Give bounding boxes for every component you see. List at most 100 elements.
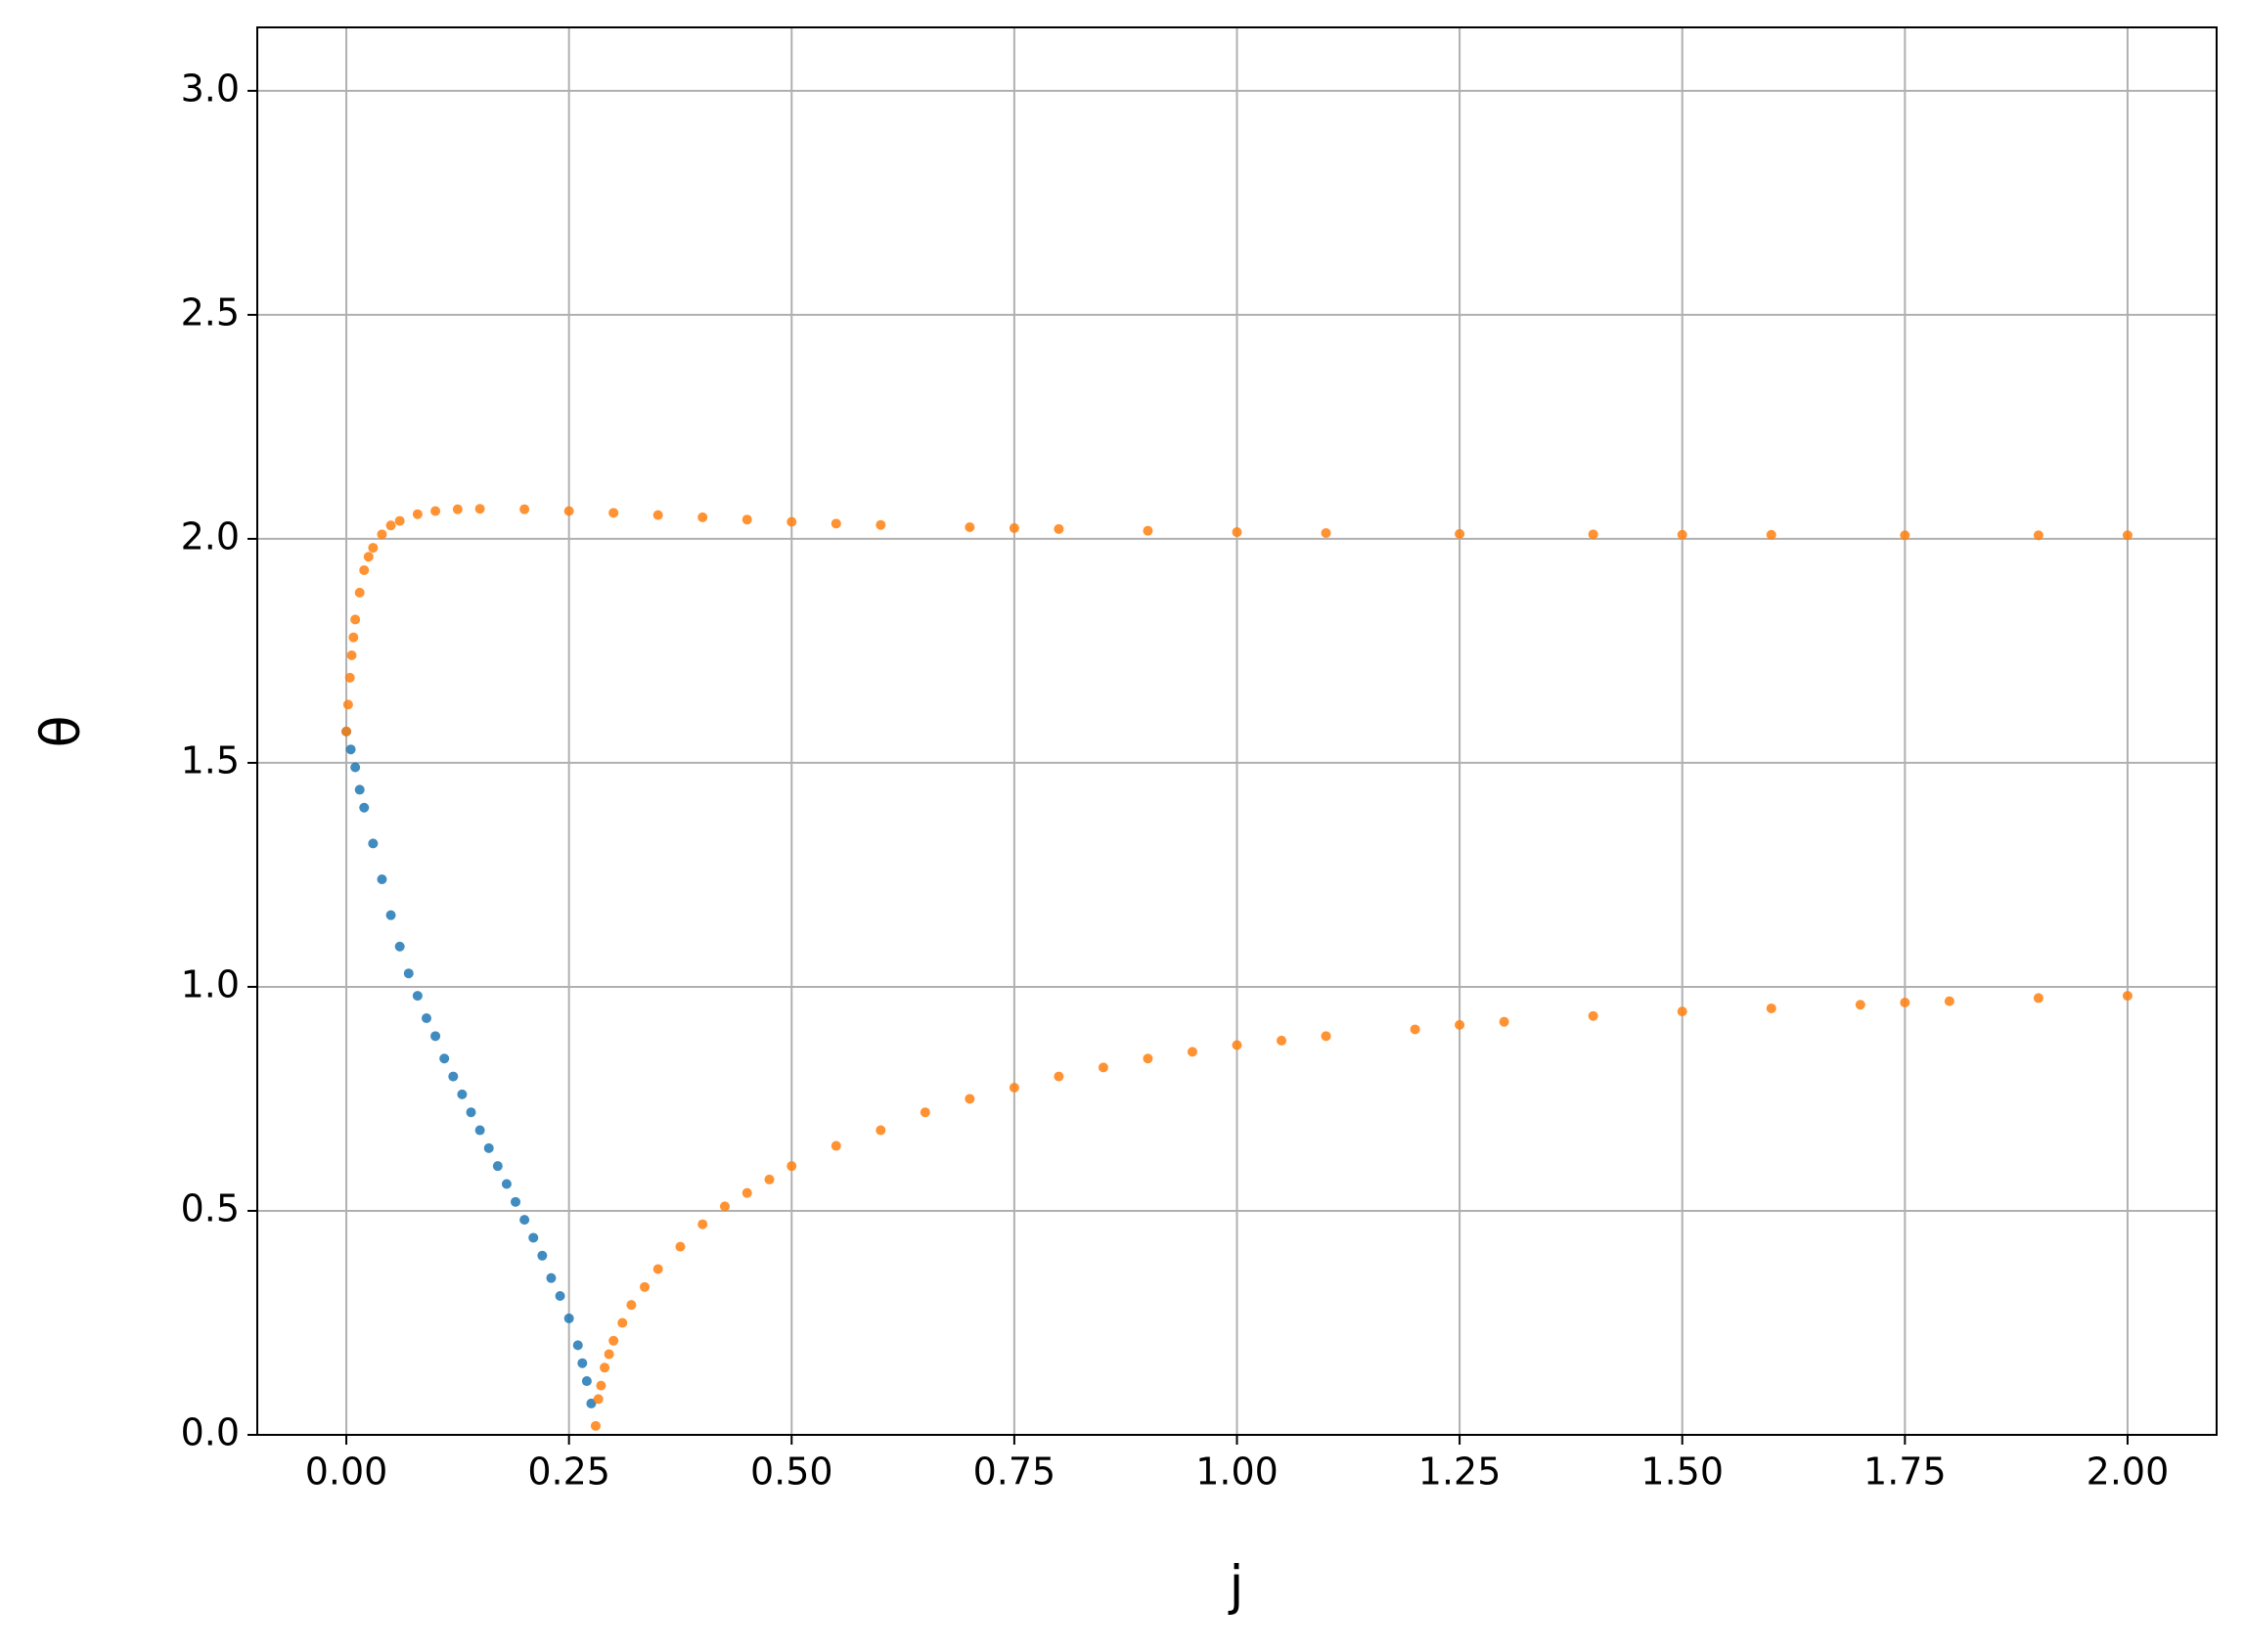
- point: [1232, 527, 1242, 538]
- point: [577, 1358, 588, 1368]
- point: [354, 587, 365, 598]
- point: [617, 1317, 628, 1328]
- x-tick-label: 0.25: [527, 1451, 610, 1494]
- y-tick-label: 1.0: [181, 962, 240, 1005]
- point: [2122, 530, 2133, 541]
- point: [430, 1031, 441, 1042]
- point: [965, 1094, 975, 1104]
- point: [466, 1107, 476, 1118]
- point: [537, 1250, 548, 1261]
- point: [1588, 1010, 1598, 1021]
- point: [452, 504, 463, 514]
- point: [1944, 996, 1954, 1006]
- y-tick-label: 2.0: [181, 514, 240, 558]
- point: [385, 520, 396, 531]
- point: [448, 1071, 459, 1082]
- point: [596, 1380, 606, 1391]
- y-tick-label: 2.5: [181, 290, 240, 334]
- point: [1677, 529, 1687, 540]
- x-tick-label: 0.75: [973, 1451, 1056, 1494]
- point: [965, 521, 975, 532]
- x-axis-label: j: [1228, 1555, 1243, 1617]
- point: [342, 699, 353, 710]
- point: [675, 1241, 686, 1252]
- point: [474, 1125, 485, 1136]
- point: [492, 1161, 503, 1172]
- point: [359, 564, 370, 575]
- point: [555, 1291, 565, 1302]
- point: [1277, 1035, 1287, 1046]
- point: [368, 543, 379, 554]
- point: [439, 1053, 450, 1064]
- point: [563, 1313, 574, 1323]
- point: [394, 515, 405, 526]
- point: [1499, 1016, 1509, 1027]
- y-axis-label: θ: [30, 715, 92, 747]
- point: [1009, 522, 1019, 533]
- x-tick-label: 0.50: [750, 1451, 833, 1494]
- point: [385, 910, 396, 920]
- point: [1054, 1071, 1064, 1082]
- point: [354, 784, 365, 795]
- point: [346, 649, 357, 660]
- point: [741, 1187, 752, 1198]
- point: [1054, 523, 1064, 534]
- point: [1900, 997, 1910, 1007]
- point: [359, 802, 370, 813]
- point: [1232, 1040, 1242, 1050]
- point: [876, 519, 886, 530]
- point: [697, 512, 708, 522]
- point: [2033, 993, 2043, 1004]
- x-tick-label: 1.25: [1418, 1451, 1502, 1494]
- point: [519, 1215, 530, 1226]
- point: [511, 1196, 521, 1207]
- point: [377, 529, 387, 540]
- point: [421, 1013, 431, 1024]
- point: [741, 514, 752, 525]
- point: [1321, 1031, 1331, 1042]
- point: [1900, 530, 1910, 541]
- point: [1455, 1019, 1465, 1030]
- point: [697, 1219, 708, 1229]
- point: [501, 1179, 512, 1189]
- point: [363, 552, 374, 562]
- point: [1321, 527, 1331, 538]
- point: [593, 1394, 604, 1405]
- point: [581, 1376, 592, 1387]
- point: [394, 941, 405, 952]
- point: [600, 1362, 610, 1373]
- point: [348, 632, 359, 643]
- point: [652, 510, 663, 520]
- x-tick-label: 1.75: [1863, 1451, 1947, 1494]
- x-tick-label: 1.50: [1640, 1451, 1724, 1494]
- y-tick-label: 3.0: [181, 67, 240, 110]
- plot-frame: [256, 26, 2218, 1436]
- point: [608, 1335, 619, 1346]
- point: [341, 726, 352, 737]
- x-tick-label: 2.00: [2087, 1451, 2170, 1494]
- y-tick-label: 1.5: [181, 738, 240, 781]
- point: [1766, 529, 1776, 540]
- point: [519, 504, 530, 514]
- x-tick-label: 0.00: [305, 1451, 388, 1494]
- point: [831, 1140, 841, 1151]
- x-tick-label: 1.00: [1195, 1451, 1279, 1494]
- point: [786, 1161, 797, 1172]
- point: [457, 1089, 468, 1099]
- point: [350, 762, 361, 773]
- point: [412, 509, 423, 519]
- point: [1766, 1003, 1776, 1013]
- point: [1677, 1006, 1687, 1017]
- point: [344, 672, 355, 683]
- point: [1588, 529, 1598, 540]
- point: [546, 1272, 557, 1283]
- point: [1143, 525, 1153, 536]
- point: [403, 968, 414, 979]
- point: [1187, 1047, 1197, 1057]
- point: [719, 1201, 730, 1212]
- point: [608, 508, 619, 518]
- point: [586, 1398, 597, 1408]
- point: [528, 1232, 539, 1243]
- point: [368, 838, 379, 849]
